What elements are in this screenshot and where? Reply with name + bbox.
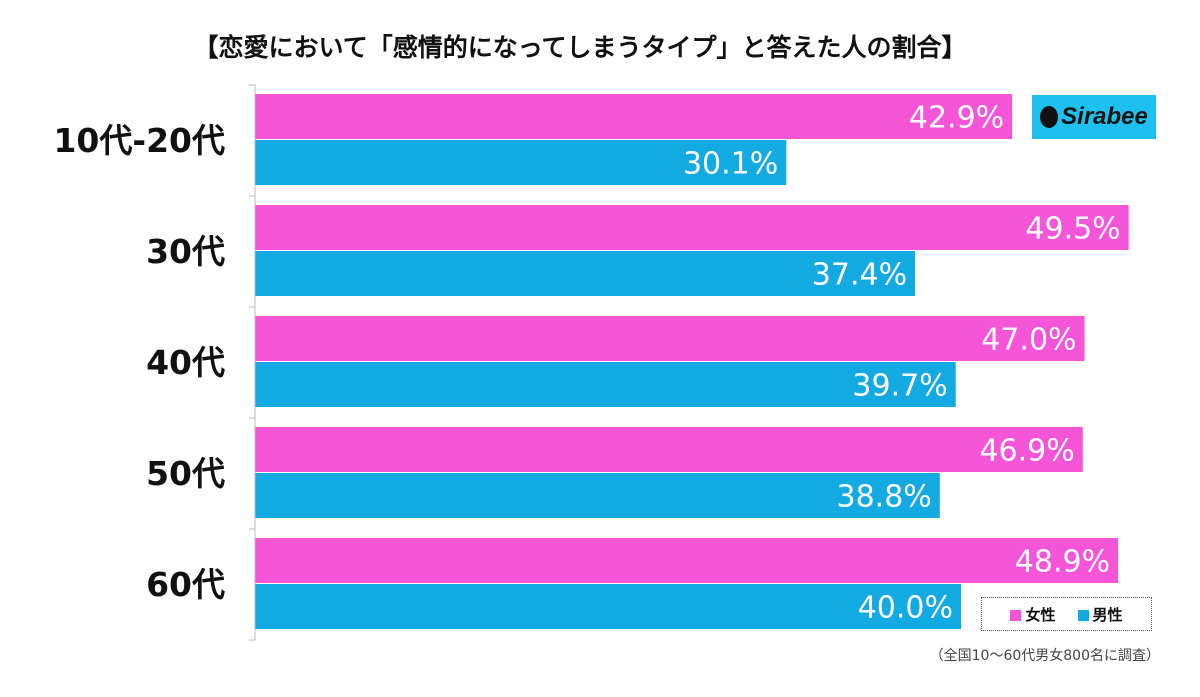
bar-male bbox=[255, 584, 961, 629]
value-label: 30.1% bbox=[683, 147, 778, 182]
value-label: 39.7% bbox=[852, 369, 947, 404]
category-label: 10代-20代 bbox=[53, 121, 225, 160]
logo-text: Sirabee bbox=[1061, 103, 1148, 130]
bar-male bbox=[255, 251, 916, 296]
bar-female bbox=[255, 94, 1013, 139]
bar-female bbox=[255, 538, 1119, 583]
value-label: 49.5% bbox=[1025, 212, 1120, 247]
value-label: 46.9% bbox=[979, 434, 1074, 469]
bar-male bbox=[255, 473, 940, 518]
bar-male bbox=[255, 362, 956, 407]
value-label: 48.9% bbox=[1015, 545, 1110, 580]
value-label: 38.8% bbox=[837, 480, 932, 515]
value-label: 47.0% bbox=[981, 323, 1076, 358]
legend: 女性 男性 bbox=[981, 597, 1152, 631]
bar-male bbox=[255, 140, 787, 185]
legend-item-female: 女性 bbox=[1010, 604, 1056, 625]
value-label: 40.0% bbox=[858, 591, 953, 626]
category-label: 30代 bbox=[146, 232, 225, 271]
bar-female bbox=[255, 205, 1129, 250]
value-label: 37.4% bbox=[812, 258, 907, 293]
value-label: 42.9% bbox=[909, 101, 1004, 136]
category-label: 50代 bbox=[146, 454, 225, 493]
legend-item-male: 男性 bbox=[1077, 604, 1123, 625]
category-label: 60代 bbox=[146, 565, 225, 604]
chart-title: 【恋愛において「感情的になってしまうタイプ」と答えた人の割合】 bbox=[193, 33, 967, 62]
bar-female bbox=[255, 427, 1083, 472]
bar-female bbox=[255, 316, 1085, 361]
logo-mark-icon bbox=[1040, 106, 1059, 128]
survey-note: （全国10～60代男女800名に調査） bbox=[929, 648, 1160, 664]
category-label: 40代 bbox=[146, 343, 225, 382]
sirabee-logo: Sirabee bbox=[1032, 95, 1156, 139]
